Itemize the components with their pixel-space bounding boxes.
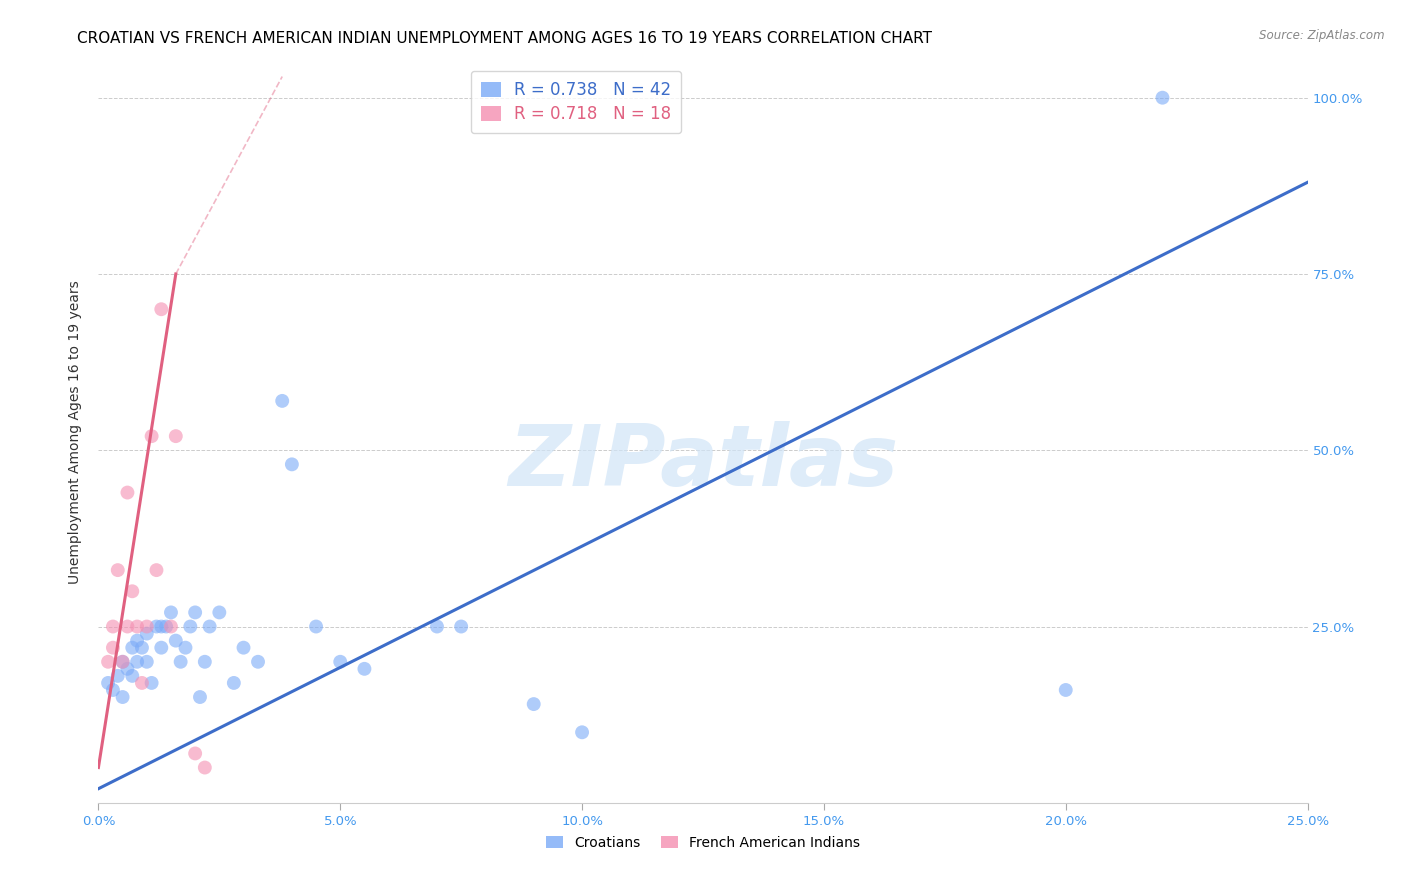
Point — [155, 619, 177, 633]
Point — [174, 640, 197, 655]
Point — [150, 640, 173, 655]
Point — [121, 584, 143, 599]
Point — [145, 563, 167, 577]
Point — [107, 563, 129, 577]
Point — [121, 640, 143, 655]
Point — [305, 619, 328, 633]
Point — [571, 725, 593, 739]
Text: ZIPatlas: ZIPatlas — [508, 421, 898, 504]
Text: CROATIAN VS FRENCH AMERICAN INDIAN UNEMPLOYMENT AMONG AGES 16 TO 19 YEARS CORREL: CROATIAN VS FRENCH AMERICAN INDIAN UNEMP… — [77, 31, 932, 46]
Point — [329, 655, 352, 669]
Point — [450, 619, 472, 633]
Point — [150, 619, 173, 633]
Point — [117, 662, 139, 676]
Point — [127, 655, 149, 669]
Point — [194, 760, 217, 774]
Point — [127, 633, 149, 648]
Point — [135, 655, 157, 669]
Point — [188, 690, 211, 704]
Y-axis label: Unemployment Among Ages 16 to 19 years: Unemployment Among Ages 16 to 19 years — [69, 281, 83, 584]
Point — [121, 669, 143, 683]
Point — [107, 669, 129, 683]
Point — [1152, 91, 1174, 105]
Point — [184, 747, 207, 761]
Point — [111, 690, 134, 704]
Point — [523, 697, 546, 711]
Point — [198, 619, 221, 633]
Point — [117, 485, 139, 500]
Point — [353, 662, 375, 676]
Point — [141, 429, 163, 443]
Point — [247, 655, 270, 669]
Point — [97, 655, 120, 669]
Point — [97, 676, 120, 690]
Text: Source: ZipAtlas.com: Source: ZipAtlas.com — [1260, 29, 1385, 42]
Point — [169, 655, 191, 669]
Point — [101, 619, 124, 633]
Point — [160, 619, 183, 633]
Point — [111, 655, 134, 669]
Point — [135, 626, 157, 640]
Point — [127, 619, 149, 633]
Point — [222, 676, 245, 690]
Point — [150, 302, 173, 317]
Point — [117, 619, 139, 633]
Point — [281, 458, 304, 472]
Point — [165, 633, 187, 648]
Point — [141, 676, 163, 690]
Point — [131, 640, 153, 655]
Point — [101, 640, 124, 655]
Point — [145, 619, 167, 633]
Point — [135, 619, 157, 633]
Point — [160, 606, 183, 620]
Point — [208, 606, 231, 620]
Point — [131, 676, 153, 690]
Point — [111, 655, 134, 669]
Point — [184, 606, 207, 620]
Point — [101, 683, 124, 698]
Point — [165, 429, 187, 443]
Legend: Croatians, French American Indians: Croatians, French American Indians — [541, 830, 865, 855]
Point — [232, 640, 254, 655]
Point — [271, 393, 294, 408]
Point — [1054, 683, 1077, 698]
Point — [426, 619, 449, 633]
Point — [179, 619, 201, 633]
Point — [194, 655, 217, 669]
